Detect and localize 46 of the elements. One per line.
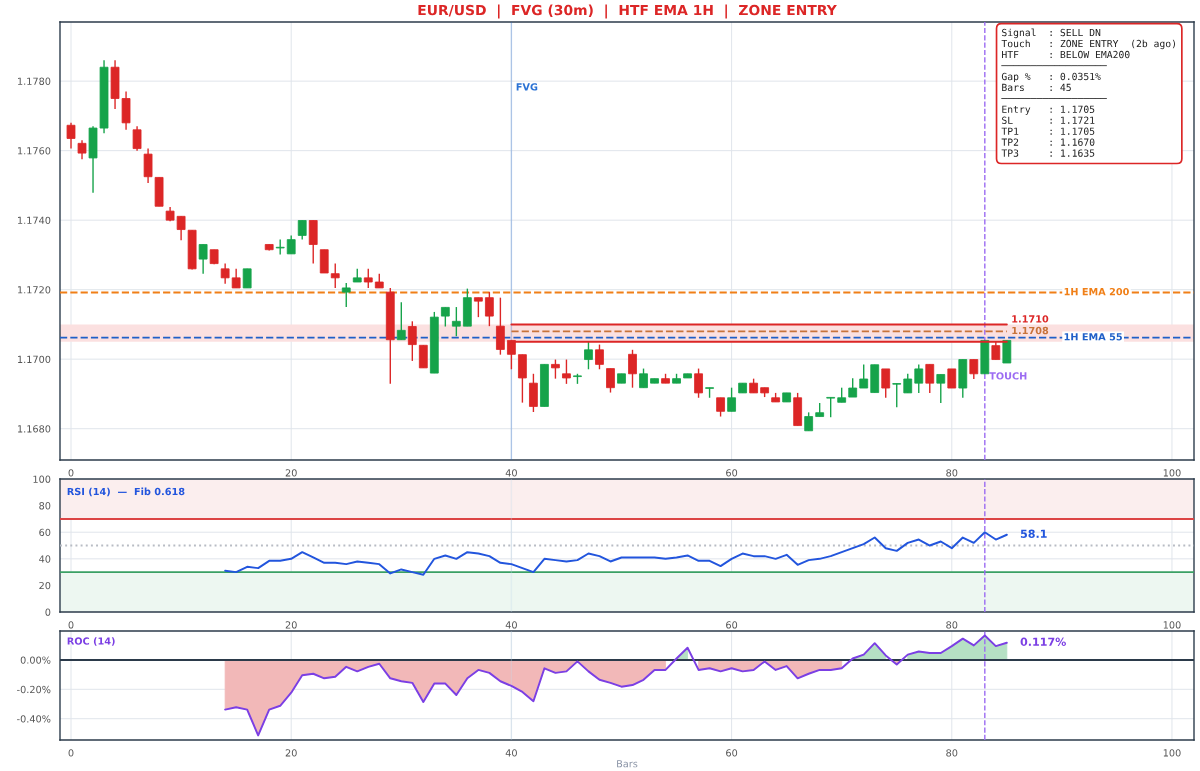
x-tick-label: 0 <box>68 469 74 477</box>
x-tick-label: 0 <box>68 621 74 629</box>
series-label: 1.1710 <box>1012 315 1049 323</box>
annotation: 58.1 <box>1020 529 1047 538</box>
x-tick-label: 20 <box>285 749 297 757</box>
x-tick-label: 100 <box>1163 749 1181 757</box>
ref-line-label: 1H EMA 55 <box>1064 333 1122 341</box>
x-tick-label: 100 <box>1163 469 1181 477</box>
y-tick-label: 1.1760 <box>18 147 51 155</box>
y-tick-label: 60 <box>39 528 51 537</box>
annotation: RSI (14) — Fib 0.618 <box>67 487 185 497</box>
y-tick-label: 100 <box>33 475 51 483</box>
text: Signal : SELL DN Touch : ZONE ENTRY (2b ago) HTF : BELOW EMA200 ────────────────── Gap % : 0.0351% Bars : 45 ────────────────── Entry : 1.1705 SL : 1.1721 TP1 : 1.1705 TP2 : 1.1670 TP3 : 1.1635 <box>1001 28 1175 157</box>
y-tick-label: 1.1740 <box>18 216 51 224</box>
y-tick-label: 80 <box>39 502 51 510</box>
x-tick-label: 100 <box>1163 621 1181 629</box>
y-tick-label: 1.1680 <box>18 425 51 433</box>
x-tick-label: 80 <box>946 469 958 477</box>
x-tick-label: 20 <box>285 621 297 629</box>
y-tick-label: 0 <box>45 608 51 616</box>
y-tick-label: 1.1700 <box>18 355 51 364</box>
x-tick-label: 60 <box>726 749 738 757</box>
ref-line-label: 1H EMA 200 <box>1064 287 1129 296</box>
series-label: 1.1708 <box>1012 326 1049 335</box>
x-tick-label: 0 <box>68 749 74 757</box>
x-tick-label: 60 <box>726 469 738 477</box>
y-tick-label: -0.40% <box>17 715 51 723</box>
y-tick-label: 1.1780 <box>18 77 51 85</box>
chart-title: EUR/USD | FVG (30m) | HTF EMA 1H | ZONE ENTRY <box>418 4 837 19</box>
y-tick-label: 20 <box>39 581 51 590</box>
y-tick-label: 0.00% <box>20 656 51 664</box>
annotation: 0.117% <box>1020 637 1066 646</box>
x-tick-label: 80 <box>946 749 958 757</box>
y-tick-label: 40 <box>39 555 51 563</box>
x-tick-label: 60 <box>726 621 738 629</box>
x-tick-label: 20 <box>285 469 297 477</box>
annotation: ROC (14) <box>67 637 115 646</box>
y-tick-label: -0.20% <box>17 685 51 694</box>
ref-line-label: TOUCH <box>989 372 1027 380</box>
x-tick-label: 40 <box>505 621 517 629</box>
ref-line-label: FVG <box>516 83 538 91</box>
x-tick-label: 40 <box>505 749 517 757</box>
y-tick-label: 1.1720 <box>18 286 51 294</box>
x-tick-label: 80 <box>946 621 958 629</box>
x-tick-label: 40 <box>505 469 517 477</box>
x-axis-title: Bars <box>617 760 638 768</box>
